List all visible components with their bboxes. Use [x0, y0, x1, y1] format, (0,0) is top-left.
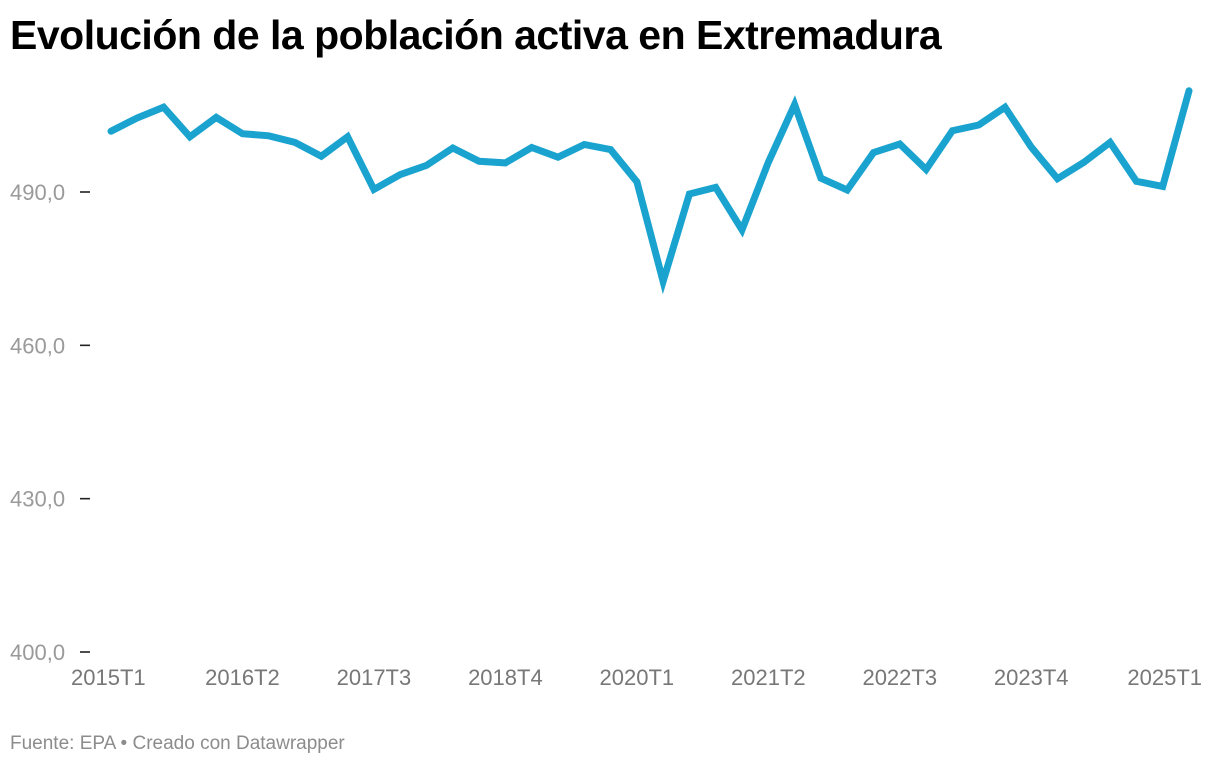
x-tick-label: 2023T4 — [994, 665, 1069, 690]
x-tick-label: 2021T2 — [731, 665, 806, 690]
y-tick-label: 490,0 — [10, 180, 65, 205]
x-tick-label: 2020T1 — [600, 665, 675, 690]
y-axis: 400,0 430,0 460,0 490,0 — [10, 180, 90, 665]
series-layer — [107, 87, 1193, 295]
y-tick-label: 400,0 — [10, 640, 65, 665]
series-line — [107, 87, 1193, 295]
y-tick-label: 460,0 — [10, 333, 65, 358]
x-tick-label: 2017T3 — [337, 665, 412, 690]
x-tick-label: 2015T1 — [71, 665, 146, 690]
x-axis: 2015T1 2016T2 2017T3 2018T4 2020T1 2021T2 2022… — [71, 665, 1202, 690]
x-tick-label: 2016T2 — [205, 665, 280, 690]
x-tick-label: 2025T1 — [1127, 665, 1202, 690]
x-tick-label: 2018T4 — [468, 665, 543, 690]
y-tick-label: 430,0 — [10, 487, 65, 512]
source-footer: Fuente: EPA • Creado con Datawrapper — [10, 733, 345, 754]
x-tick-label: 2022T3 — [862, 665, 937, 690]
chart-title: Evolución de la población activa en Extr… — [10, 12, 942, 58]
